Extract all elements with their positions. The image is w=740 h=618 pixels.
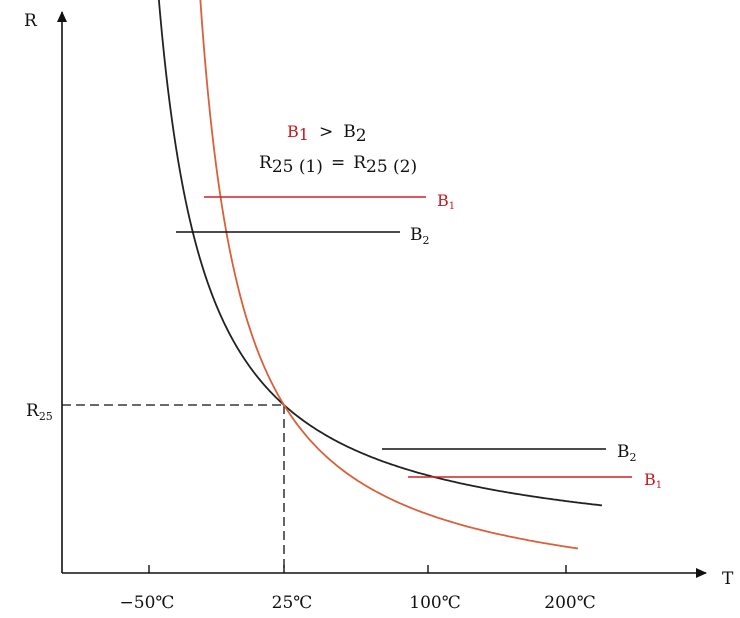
b2-label-top: B2 bbox=[410, 225, 430, 247]
relation-1-right: B bbox=[343, 122, 356, 142]
relation-2-right-sub: 25 (2) bbox=[366, 157, 417, 177]
x-ticks bbox=[148, 565, 567, 573]
b1-label-bottom-sub: 1 bbox=[656, 480, 662, 491]
x-axis-label: T bbox=[722, 569, 734, 589]
relation-1-left: B bbox=[287, 122, 299, 141]
b1-label-bottom-main: B bbox=[644, 470, 656, 489]
relation-2-left-sub: 25 (1) bbox=[272, 157, 323, 177]
series-b1-curve bbox=[199, 0, 579, 550]
r25-label: R25 bbox=[26, 401, 53, 423]
relation-2-left: R bbox=[259, 153, 273, 173]
b2-label-bottom: B2 bbox=[617, 442, 637, 464]
relation-b1-gt-b2: B1 > B2 bbox=[287, 122, 367, 146]
b1-label-top-sub: 1 bbox=[449, 201, 455, 212]
b2-label-top-main: B bbox=[410, 225, 423, 245]
r25-label-main: R bbox=[26, 401, 40, 421]
x-tick-label-1: 25℃ bbox=[272, 593, 313, 613]
r25-label-sub: 25 bbox=[39, 410, 53, 423]
b2-label-bottom-main: B bbox=[617, 442, 630, 462]
relation-2-op: = bbox=[331, 153, 345, 173]
b1-label-bottom: B1 bbox=[644, 470, 662, 491]
b2-label-top-sub: 2 bbox=[423, 234, 430, 247]
series-b2-curve bbox=[157, 0, 603, 507]
y-axis-label: R bbox=[24, 11, 38, 31]
relation-1-right-sub: 2 bbox=[356, 126, 367, 146]
x-tick-label-2: 100℃ bbox=[409, 593, 460, 613]
b1-label-top-main: B bbox=[437, 191, 449, 210]
b2-label-bottom-sub: 2 bbox=[630, 451, 637, 464]
relation-1-left-sub: 1 bbox=[299, 125, 309, 144]
relation-2-right: R bbox=[353, 153, 367, 173]
x-tick-label-0: −50℃ bbox=[120, 593, 175, 613]
x-tick-label-3: 200℃ bbox=[544, 593, 595, 613]
relation-1-op: > bbox=[319, 122, 333, 142]
relation-r25-equal: R25 (1) = R25 (2) bbox=[259, 153, 417, 177]
b1-label-top: B1 bbox=[437, 191, 455, 212]
